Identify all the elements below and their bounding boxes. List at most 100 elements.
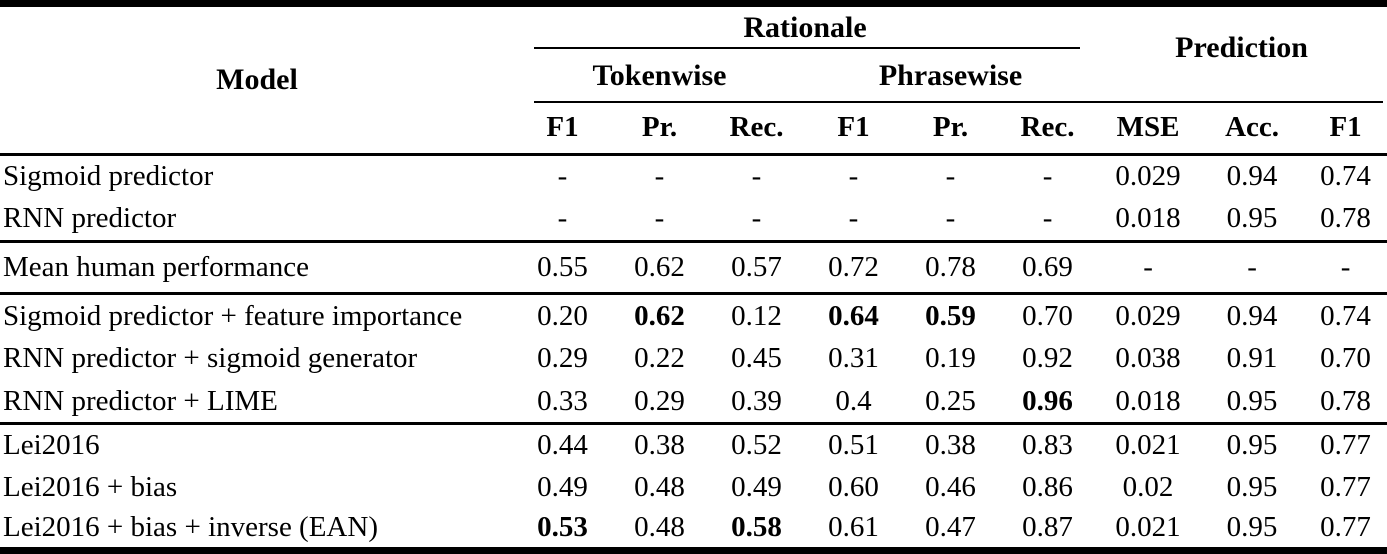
- value-cell: 0.55: [537, 250, 588, 283]
- value-cell: 0.95: [1226, 202, 1278, 235]
- value-cell: 0.59: [925, 299, 976, 332]
- value-cell: 0.77: [1320, 511, 1371, 544]
- table-row: Lei2016 0.44 0.38 0.52 0.51 0.38 0.83 0.021 0.95…: [0, 424, 1387, 466]
- table-row: Sigmoid predictor - - - - - - 0.029 0.94 0.74: [0, 155, 1387, 198]
- model-name-cell: RNN predictor + LIME: [3, 384, 278, 417]
- value-cell: 0.46: [925, 470, 976, 503]
- value-cell: 0.92: [1022, 342, 1073, 375]
- value-cell: -: [945, 202, 956, 235]
- value-cell: 0.77: [1320, 429, 1371, 462]
- value-cell: -: [1247, 250, 1257, 283]
- value-cell: 0.22: [634, 342, 685, 375]
- value-cell: -: [848, 202, 859, 235]
- value-cell: 0.83: [1022, 429, 1073, 462]
- table-row: Mean human performance 0.55 0.62 0.57 0.72 0.…: [0, 241, 1387, 294]
- table-row: Sigmoid predictor + feature importance 0.…: [0, 294, 1387, 337]
- value-cell: 0.78: [1320, 384, 1371, 417]
- value-cell: 0.77: [1320, 470, 1371, 503]
- value-cell: 0.51: [828, 429, 879, 462]
- header-phrasewise-precision: Pr.: [932, 111, 969, 144]
- table-section: Mean human performance 0.55 0.62 0.57 0.72 0.…: [0, 241, 1387, 294]
- value-cell: 0.45: [731, 342, 782, 375]
- model-name-cell: Sigmoid predictor: [3, 160, 214, 193]
- model-name-cell: Mean human performance: [3, 250, 309, 283]
- value-cell: 0.29: [634, 384, 685, 417]
- value-cell: 0.018: [1115, 384, 1181, 417]
- table-header: Model Rationale Prediction Tokenwise Phr…: [0, 4, 1387, 155]
- value-cell: 0.91: [1226, 342, 1278, 375]
- table-row: Lei2016 + bias 0.49 0.48 0.49 0.60 0.46 0.86 0.…: [0, 466, 1387, 508]
- value-cell: -: [751, 160, 762, 193]
- value-cell: 0.49: [537, 470, 588, 503]
- value-cell: -: [654, 202, 665, 235]
- value-cell: -: [1042, 160, 1053, 193]
- model-name-cell: Lei2016 + bias: [3, 470, 178, 503]
- value-cell: 0.94: [1226, 299, 1278, 332]
- value-cell: 0.021: [1115, 511, 1181, 544]
- table-row: Lei2016 + bias + inverse (EAN) 0.53 0.48 0.…: [0, 508, 1387, 550]
- header-prediction-accuracy: Acc.: [1225, 111, 1280, 144]
- value-cell: 0.12: [731, 299, 782, 332]
- value-cell: 0.02: [1122, 470, 1174, 503]
- value-cell: 0.4: [835, 384, 872, 417]
- value-cell: -: [557, 202, 568, 235]
- value-cell: 0.57: [731, 250, 782, 283]
- value-cell: 0.49: [731, 470, 782, 503]
- value-cell: 0.25: [925, 384, 976, 417]
- value-cell: 0.64: [828, 299, 879, 332]
- value-cell: 0.38: [925, 429, 976, 462]
- value-cell: 0.60: [828, 470, 879, 503]
- value-cell: 0.69: [1022, 250, 1073, 283]
- value-cell: 0.61: [828, 511, 879, 544]
- table-row: RNN predictor + sigmoid generator 0.29 0.2…: [0, 337, 1387, 380]
- table-row: RNN predictor + LIME 0.33 0.29 0.39 0.4 0.25 0…: [0, 380, 1387, 423]
- value-cell: 0.87: [1022, 511, 1073, 544]
- header-prediction-mse: MSE: [1116, 111, 1180, 144]
- header-tokenwise: Tokenwise: [514, 49, 805, 103]
- value-cell: 0.95: [1226, 511, 1278, 544]
- model-name-cell: RNN predictor + sigmoid generator: [3, 342, 418, 375]
- header-prediction: Prediction: [1096, 4, 1387, 103]
- model-name-cell: Sigmoid predictor + feature importance: [3, 299, 463, 332]
- value-cell: -: [1340, 250, 1351, 283]
- value-cell: 0.48: [634, 470, 685, 503]
- table-section: Sigmoid predictor + feature importance 0.…: [0, 293, 1387, 424]
- value-cell: 0.62: [634, 250, 685, 283]
- value-cell: -: [654, 160, 665, 193]
- value-cell: 0.029: [1115, 160, 1181, 193]
- model-name-cell: Lei2016: [3, 429, 100, 462]
- value-cell: 0.018: [1115, 202, 1181, 235]
- value-cell: 0.038: [1115, 342, 1181, 375]
- value-cell: 0.53: [537, 511, 588, 544]
- model-name-cell: RNN predictor: [3, 202, 177, 235]
- header-prediction-f1: F1: [1329, 111, 1362, 144]
- value-cell: -: [848, 160, 859, 193]
- value-cell: 0.52: [731, 429, 782, 462]
- header-phrasewise-recall: Rec.: [1020, 111, 1075, 144]
- value-cell: 0.78: [1320, 202, 1371, 235]
- header-model: Model: [216, 63, 298, 96]
- header-phrasewise: Phrasewise: [805, 49, 1097, 103]
- value-cell: 0.58: [731, 511, 782, 544]
- value-cell: 0.74: [1320, 160, 1371, 193]
- header-tokenwise-f1: F1: [546, 111, 579, 144]
- value-cell: 0.19: [925, 342, 976, 375]
- value-cell: 0.96: [1022, 384, 1073, 417]
- value-cell: 0.86: [1022, 470, 1073, 503]
- value-cell: 0.33: [537, 384, 588, 417]
- value-cell: 0.021: [1115, 429, 1181, 462]
- value-cell: 0.029: [1115, 299, 1181, 332]
- header-tokenwise-precision: Pr.: [641, 111, 678, 144]
- value-cell: 0.62: [634, 299, 685, 332]
- value-cell: 0.29: [537, 342, 588, 375]
- value-cell: 0.47: [925, 511, 976, 544]
- header-phrasewise-f1: F1: [837, 111, 870, 144]
- value-cell: -: [1143, 250, 1153, 283]
- value-cell: 0.95: [1226, 384, 1278, 417]
- value-cell: 0.94: [1226, 160, 1278, 193]
- value-cell: 0.44: [537, 429, 588, 462]
- value-cell: 0.70: [1320, 342, 1371, 375]
- value-cell: 0.20: [537, 299, 588, 332]
- value-cell: 0.70: [1022, 299, 1073, 332]
